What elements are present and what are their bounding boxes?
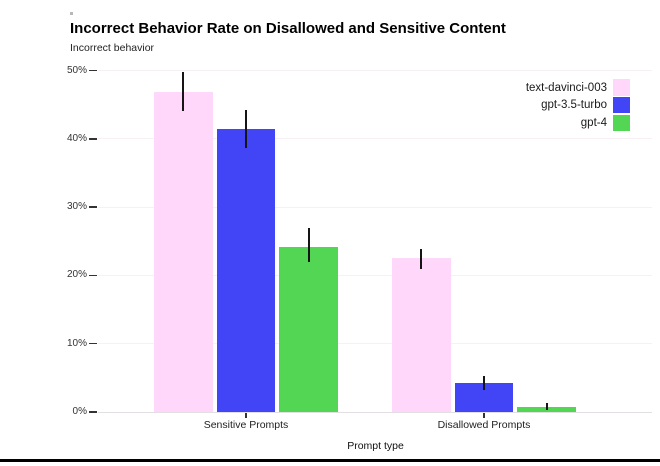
y-tick-mark [89, 274, 97, 277]
gridline-30% [98, 206, 652, 208]
chart-subtitle: Incorrect behavior [70, 42, 155, 54]
y-tick-label: 10% [66, 337, 87, 349]
gridline-40% [98, 138, 652, 140]
y-tick-mark [89, 69, 97, 72]
error-bar-gpt-4 [307, 228, 310, 263]
legend-item-gpt-3.5-turbo: gpt-3.5-turbo [541, 96, 630, 114]
error-bar-gpt-3.5-turbo [245, 110, 247, 149]
bar-text-davinci-003 [392, 258, 451, 412]
error-bar-gpt-4 [545, 403, 548, 410]
y-tick-label: 40% [66, 132, 87, 144]
x-tick-mark [245, 412, 247, 418]
error-bar-text-davinci-003 [182, 71, 185, 111]
y-tick-mark [89, 206, 97, 208]
legend-label: gpt-3.5-turbo [541, 99, 607, 112]
x-tick-label: Disallowed Prompts [437, 419, 531, 431]
legend-swatch [613, 114, 630, 132]
legend-swatch [613, 96, 630, 114]
y-tick-label: 50% [66, 64, 87, 76]
y-tick-label: 0% [72, 406, 87, 417]
x-tick-label: Sensitive Prompts [203, 419, 289, 431]
bar-gpt-3.5-turbo [216, 129, 276, 412]
legend-item-gpt-4: gpt-4 [580, 114, 630, 132]
error-bar-gpt-3.5-turbo [483, 376, 485, 391]
error-bar-text-davinci-003 [420, 248, 423, 270]
stray-mark [70, 12, 73, 15]
legend-label: text-davinci-003 [525, 81, 607, 94]
gridline-20% [98, 274, 652, 276]
chart-title: Incorrect Behavior Rate on Disallowed an… [70, 20, 506, 37]
y-tick-label: 20% [66, 269, 87, 281]
legend-label: gpt-4 [580, 116, 607, 129]
gridline-10% [98, 343, 652, 345]
y-tick-mark [89, 411, 97, 413]
y-tick-mark [89, 138, 97, 140]
y-tick-mark [89, 342, 97, 345]
bar-gpt-4 [279, 246, 338, 412]
legend-item-text-davinci-003: text-davinci-003 [526, 79, 630, 96]
x-tick-mark [483, 412, 485, 418]
y-tick-label: 30% [66, 201, 87, 213]
legend-swatch [613, 79, 630, 96]
gridline-0% [98, 411, 652, 413]
x-axis-title: Prompt type [347, 440, 404, 452]
bottom-border-line [0, 458, 660, 462]
bar-text-davinci-003 [154, 91, 213, 412]
gridline-50% [98, 70, 652, 71]
